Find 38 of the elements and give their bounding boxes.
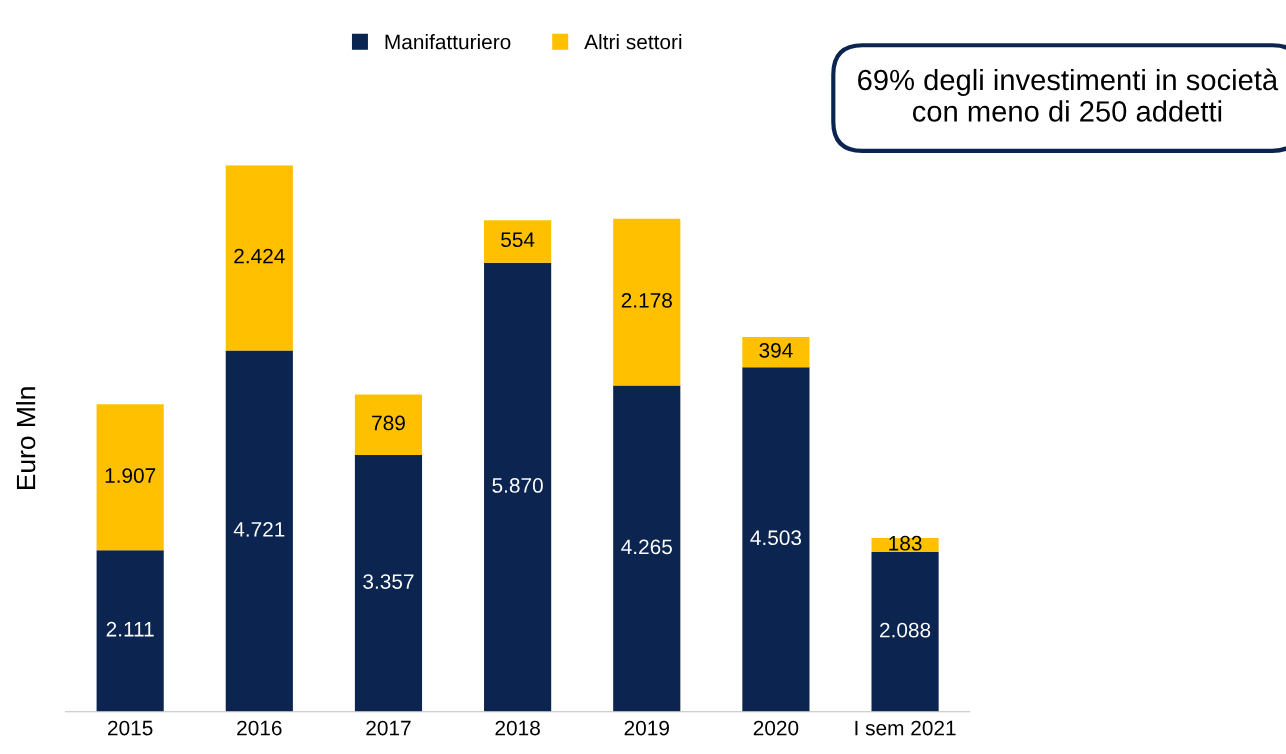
data-label: 4.503 (750, 530, 802, 546)
bar (742, 367, 810, 712)
bar (96, 404, 164, 551)
bar (354, 394, 423, 455)
data-label: 2.111 (106, 621, 154, 637)
text: 69% degli investimenti in società con meno di 250 addetti (858, 68, 1279, 122)
bar (96, 550, 164, 712)
bar (354, 454, 423, 712)
bar (225, 350, 293, 712)
x-tick-label: 2017 (366, 720, 411, 736)
x-tick-label: 2015 (108, 720, 153, 736)
data-label: 1.907 (105, 468, 156, 483)
bar (484, 262, 552, 712)
data-label: 183 (889, 535, 922, 551)
data-label: 3.357 (363, 574, 414, 589)
data-label: 5.870 (492, 478, 543, 493)
data-label: 2.178 (621, 292, 672, 308)
bar (871, 552, 939, 712)
x-tick-label: 2020 (753, 720, 799, 736)
bar (484, 220, 552, 263)
data-label: 2.424 (234, 248, 285, 264)
y-axis-title: Euro Mln (15, 387, 36, 490)
data-label: 394 (759, 343, 793, 358)
bar (613, 385, 681, 712)
bar (225, 165, 293, 351)
legend-label: Altri settori (584, 34, 682, 50)
legend-label: Manifatturiero (385, 34, 511, 50)
x-tick-label: 2018 (495, 720, 540, 736)
x-tick-label: I sem 2021 (855, 720, 956, 736)
data-label: 4.721 (233, 522, 285, 537)
data-label: 554 (501, 232, 535, 248)
data-label: 2.088 (880, 622, 931, 638)
data-label: 789 (372, 415, 405, 431)
bar (742, 337, 810, 368)
bar (613, 218, 681, 386)
data-label: 4.265 (621, 539, 672, 555)
x-tick-label: 2019 (624, 720, 669, 736)
x-tick-label: 2016 (237, 720, 282, 736)
